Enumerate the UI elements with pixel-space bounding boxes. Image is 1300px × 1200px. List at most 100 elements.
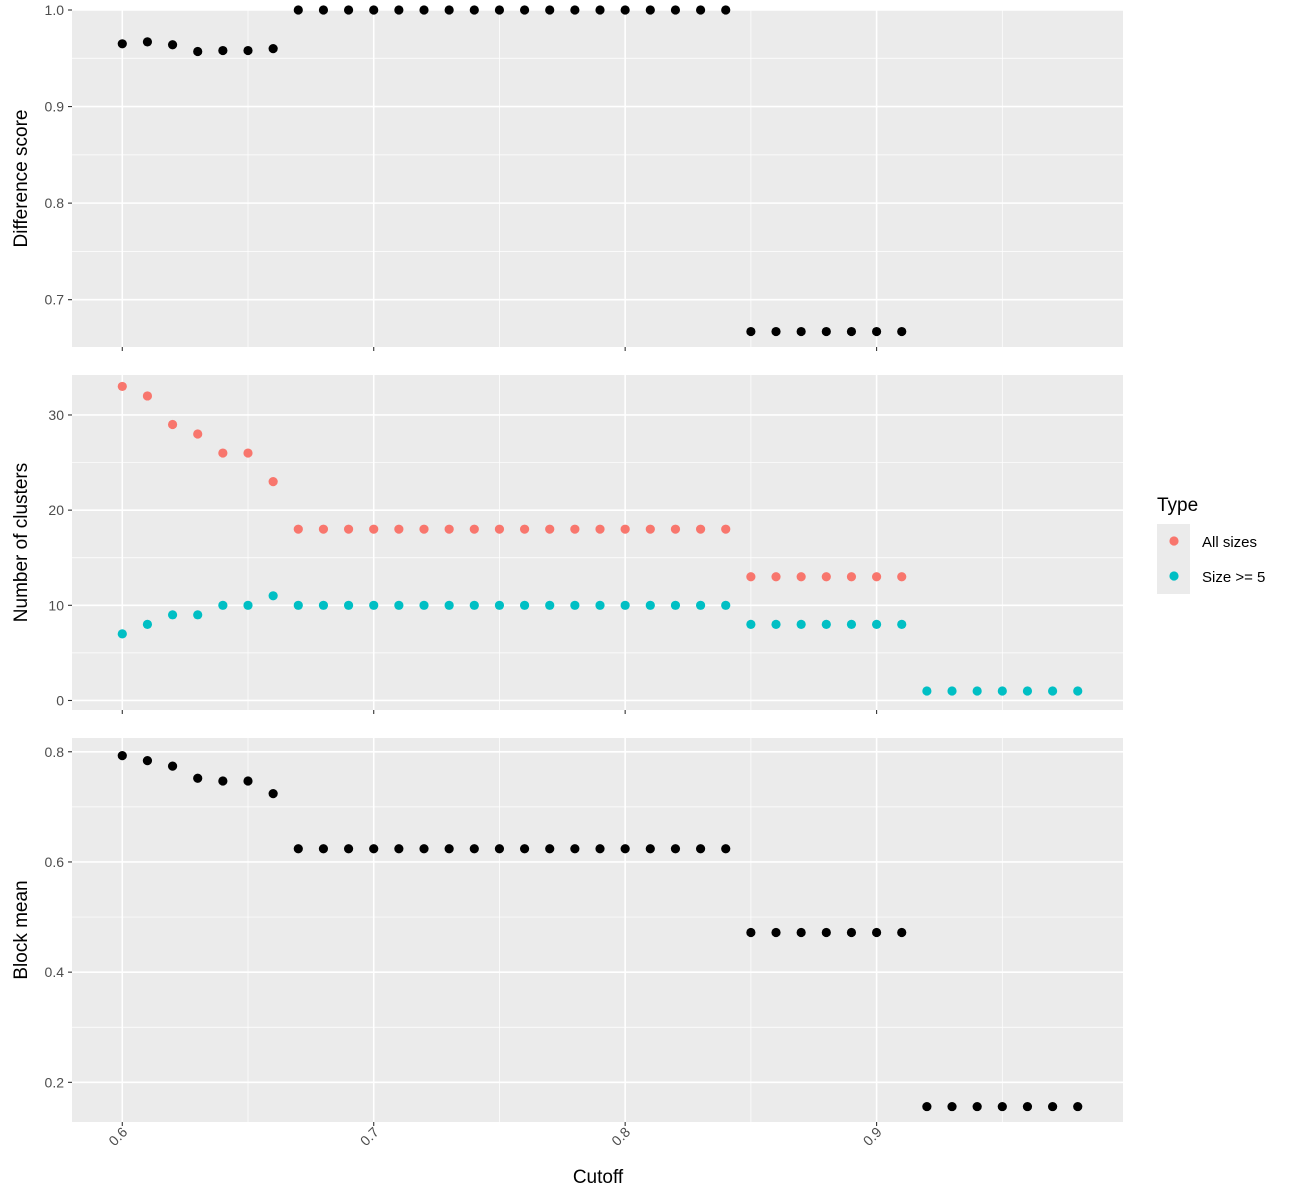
data-point [243,776,253,786]
y-tick-label: 20 [48,502,64,518]
x-tick-label: 0.6 [105,1124,130,1149]
data-point [243,600,253,610]
legend-label-2: Size >= 5 [1202,569,1265,586]
data-point [721,600,731,610]
data-point [645,5,655,15]
data-point [343,5,354,15]
panel-background [72,738,1123,1122]
data-point [268,476,278,487]
data-point [670,844,681,854]
data-point [419,844,429,854]
data-point [771,619,781,629]
x-tick-label: 0.7 [357,1124,382,1149]
y-tick-label: 0.2 [45,1074,65,1090]
data-point [343,600,354,610]
y-axis-title: Difference score [11,110,32,248]
data-point [821,326,831,337]
data-point [142,755,153,766]
data-point [469,5,479,15]
chart-panels: 0.7 0.8 0.9 1.0 Difference score 0 10 20 30 Numbe… [11,2,1123,1126]
data-point [167,40,178,50]
data-point [419,5,429,15]
data-point [218,448,228,458]
data-point [746,927,756,938]
data-point [947,686,957,696]
series-1 [117,5,907,337]
data-point [695,524,706,534]
data-point [343,844,354,854]
data-point [570,524,580,534]
panel-background [72,375,1123,710]
data-point [846,927,857,938]
data-point [167,761,178,771]
data-point [519,5,530,15]
data-point [721,524,731,534]
data-point [444,600,454,610]
data-point [620,600,630,610]
data-point [419,600,429,610]
data-point [746,619,756,629]
x-tick-label: 0.9 [860,1124,885,1149]
data-point [394,600,404,610]
data-point [243,45,253,56]
data-point [394,844,404,854]
data-point [545,5,555,15]
data-point [972,1101,982,1112]
data-point [721,5,731,15]
data-point [771,927,781,938]
data-point [746,326,756,337]
data-point [570,600,580,610]
data-point [821,619,831,629]
data-point [595,5,605,15]
data-point [494,844,505,854]
data-point [142,619,153,629]
data-point [997,686,1007,696]
data-point [746,572,756,582]
data-point [268,44,278,54]
data-point [293,5,303,15]
data-point [620,5,630,15]
data-point [293,600,303,610]
data-point [318,524,329,534]
data-point [444,5,454,15]
data-point [193,610,203,620]
data-point [494,600,505,610]
data-point [193,429,203,439]
data-point [1022,1101,1033,1112]
data-point [167,610,178,620]
data-point [117,39,127,49]
data-point [846,619,857,629]
data-point [771,326,781,337]
panel-2: 0 10 20 30 Number of clusters [11,375,1123,714]
legend-title: Type [1157,495,1198,516]
data-point [695,844,706,854]
data-point [821,572,831,582]
data-point [620,524,630,534]
data-point [570,844,580,854]
data-point [293,844,303,854]
data-point [243,448,253,458]
data-point [670,600,681,610]
y-axis-title: Block mean [11,880,32,979]
data-point [519,600,530,610]
data-point [796,619,806,629]
data-point [645,844,655,854]
data-point [695,600,706,610]
data-point [897,927,907,938]
panel-3: 0.2 0.4 0.6 0.8 Block mean [11,738,1123,1126]
x-tick-label: 0.8 [608,1124,633,1149]
data-point [142,37,153,47]
data-point [1022,686,1033,696]
data-point [318,600,329,610]
data-point [193,46,203,57]
data-point [494,5,505,15]
data-point [1073,1101,1083,1112]
y-tick-label: 0.6 [45,854,65,870]
data-point [519,844,530,854]
y-tick-label: 0.7 [45,292,65,308]
y-tick-label: 10 [48,597,64,613]
data-point [871,326,882,337]
data-point [997,1101,1007,1112]
data-point [394,524,404,534]
